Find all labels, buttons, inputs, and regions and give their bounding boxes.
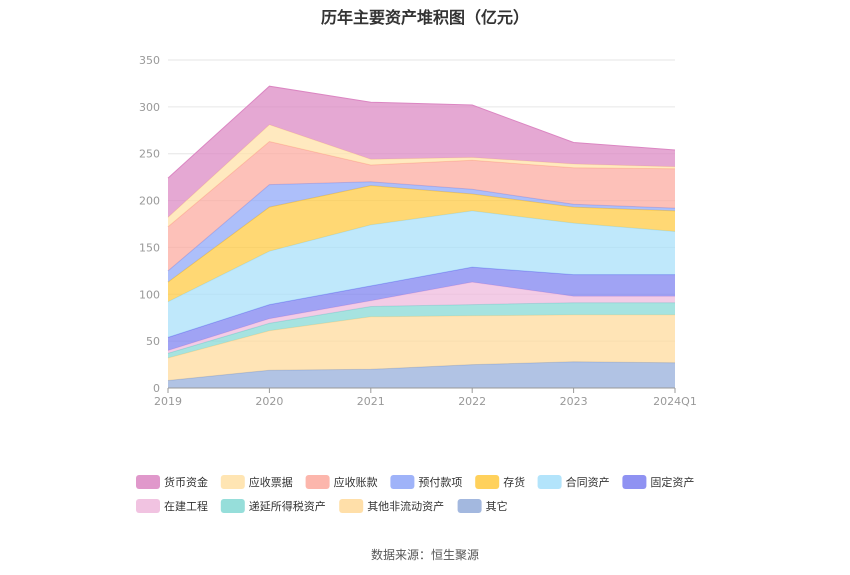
axes: 0 50 100 150 200 250 300 350 2019 2020 2021 2022 202… (139, 54, 697, 408)
legend-label: 应收票据 (249, 475, 293, 489)
legend-item-其他非流动资产[interactable]: 其他非流动资产 (339, 499, 444, 513)
y-tick-label: 50 (146, 335, 160, 348)
legend-swatch (339, 499, 364, 513)
area-series-存货 (168, 185, 675, 302)
area-series-应收账款 (168, 141, 675, 271)
area-series-递延所得税资产 (168, 302, 675, 358)
legend-label: 在建工程 (164, 499, 208, 513)
x-tick-label: 2024Q1 (653, 395, 697, 408)
legend-swatch (457, 499, 482, 513)
legend-label: 存货 (503, 475, 525, 489)
area-series-合同资产 (168, 210, 675, 338)
area-series-在建工程 (168, 282, 675, 354)
legend-label: 货币资金 (164, 475, 208, 489)
legend-item-应收账款[interactable]: 应收账款 (305, 475, 378, 489)
legend-item-预付款项[interactable]: 预付款项 (390, 475, 462, 489)
legend-item-其它[interactable]: 其它 (457, 499, 508, 513)
area-series-layer (167, 85, 676, 388)
legend-label: 其它 (486, 499, 508, 513)
area-series-line (167, 85, 676, 179)
legend-item-货币资金[interactable]: 货币资金 (136, 475, 208, 489)
source-note: 数据来源：恒生聚源 (370, 548, 479, 562)
x-tick-label: 2022 (458, 395, 486, 408)
y-tick-label: 350 (139, 54, 160, 67)
legend-swatch (136, 475, 160, 489)
legend-label: 固定资产 (650, 475, 694, 489)
legend-item-在建工程[interactable]: 在建工程 (136, 499, 208, 513)
area-series-其它 (168, 361, 675, 388)
legend-label: 合同资产 (566, 475, 610, 489)
legend-swatch (390, 475, 415, 489)
x-tick-label: 2019 (154, 395, 182, 408)
area-series-其他非流动资产 (168, 314, 675, 381)
legend-swatch (537, 475, 562, 489)
legend-swatch (220, 499, 245, 513)
legend-swatch (475, 475, 500, 489)
legend-swatch (136, 499, 160, 513)
legend-label: 预付款项 (418, 475, 462, 489)
legend-item-合同资产[interactable]: 合同资产 (537, 475, 610, 489)
legend-label: 应收账款 (334, 475, 378, 489)
legend-item-固定资产[interactable]: 固定资产 (622, 475, 694, 489)
area-series-固定资产 (168, 267, 675, 351)
y-tick-label: 150 (139, 241, 160, 254)
x-tick-label: 2021 (357, 395, 385, 408)
y-tick-label: 300 (139, 101, 160, 114)
x-tick-label: 2023 (560, 395, 588, 408)
legend-swatch (622, 475, 647, 489)
y-tick-label: 200 (139, 195, 160, 208)
y-tick-label: 250 (139, 148, 160, 161)
legend-item-存货[interactable]: 存货 (475, 475, 525, 489)
area-series-货币资金 (168, 86, 675, 218)
legend-label: 递延所得税资产 (249, 499, 326, 513)
chart-title: 历年主要资产堆积图（亿元） (320, 8, 529, 27)
legend-swatch (220, 475, 245, 489)
legend-item-应收票据[interactable]: 应收票据 (220, 475, 293, 489)
legend-item-递延所得税资产[interactable]: 递延所得税资产 (220, 499, 326, 513)
legend-label: 其他非流动资产 (367, 499, 444, 513)
legend-swatch (305, 475, 330, 489)
x-tick-label: 2020 (255, 395, 283, 408)
y-tick-label: 0 (153, 382, 160, 395)
y-tick-label: 100 (139, 288, 160, 301)
